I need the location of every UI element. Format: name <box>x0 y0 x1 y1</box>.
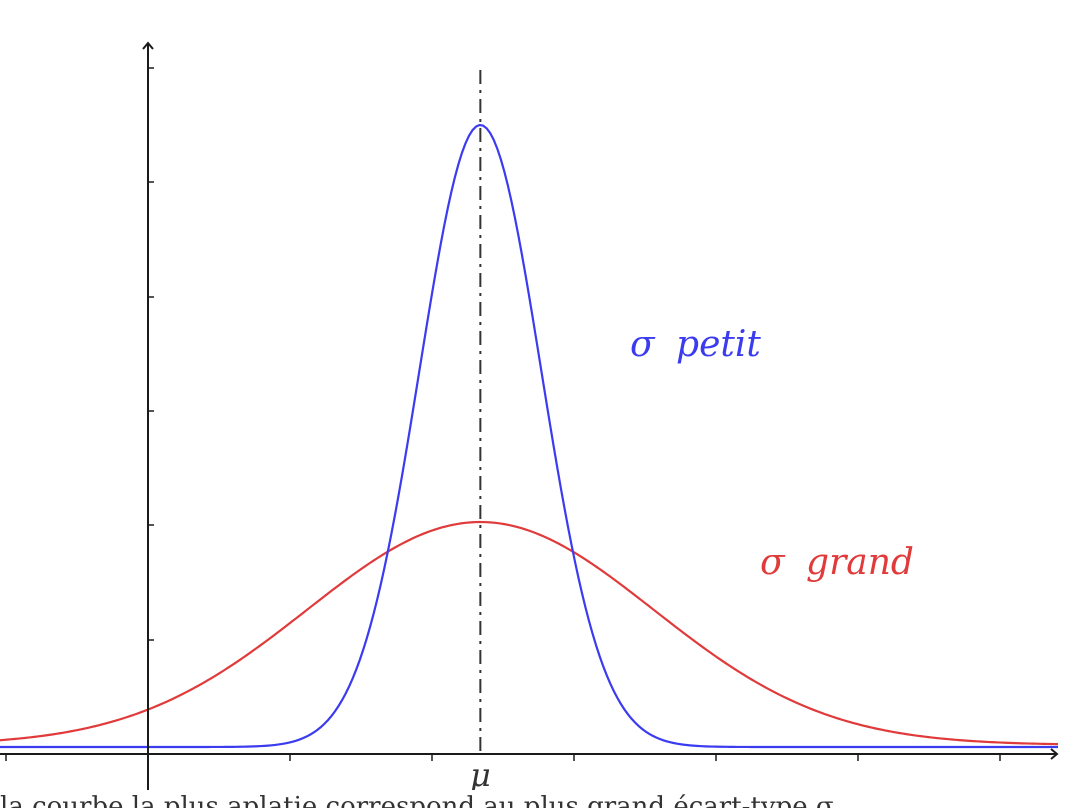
x-tick-label-mu: μ <box>470 756 491 790</box>
caption-fragment: la courbe la plus aplatie correspond au … <box>0 792 834 808</box>
curve-label-sigma-grand: σ grand <box>760 542 914 583</box>
curve-label-sigma-petit: σ petit <box>630 324 761 365</box>
curve-label-sigma-petit-symbol: σ <box>630 324 656 365</box>
curve-sigma-petit <box>0 123 1058 749</box>
curve-sigma-grand <box>0 520 1059 746</box>
curve-label-sigma-grand-symbol: σ <box>760 542 786 583</box>
curve-label-sigma-grand-word: grand <box>806 542 914 583</box>
normal-distribution-chart: σ petit σ grand μ <box>0 41 1059 790</box>
x-axis-ticks <box>5 754 1001 761</box>
curve-label-sigma-petit-word: petit <box>676 324 761 365</box>
